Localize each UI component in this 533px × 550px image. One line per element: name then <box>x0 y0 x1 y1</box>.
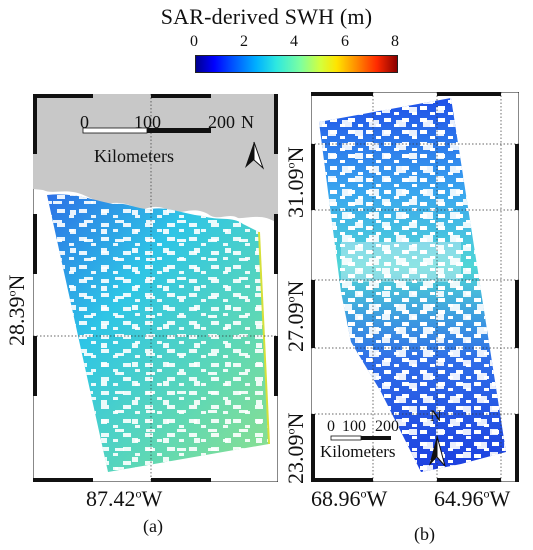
caption-a: (a) <box>143 516 163 536</box>
north-arrow-b <box>429 435 446 467</box>
colorbar <box>195 55 398 73</box>
scale-tick-b-100: 100 <box>342 418 366 435</box>
colorbar-tick-0: 0 <box>190 33 198 50</box>
scale-tick-a-100: 100 <box>134 112 161 132</box>
scale-tick-b-0: 0 <box>327 418 335 435</box>
caption-b: (b) <box>414 524 435 544</box>
colorbar-tick-8: 8 <box>391 33 399 50</box>
colorbar-tick-4: 4 <box>290 33 298 50</box>
scale-tick-a-0: 0 <box>80 112 89 132</box>
panel-a-map <box>33 94 278 482</box>
scale-tick-b-200: 200 <box>375 418 399 435</box>
lon-label-b-1: 68.96oW <box>311 486 388 511</box>
lat-label-a: 28.39oN <box>4 274 29 346</box>
colorbar-title: SAR-derived SWH (m) <box>160 4 373 29</box>
land-gulf-coast <box>33 94 278 224</box>
lon-label-a: 87.42oW <box>86 486 163 511</box>
scale-tick-a-200: 200 <box>208 112 235 132</box>
scale-bar-a <box>82 127 211 134</box>
scale-bar-b <box>330 435 391 441</box>
lat-label-b-1: 31.09oN <box>283 146 308 218</box>
north-arrow-a <box>245 141 265 170</box>
north-label-a: N <box>241 112 254 132</box>
panel-b-map <box>311 92 519 482</box>
lat-label-b-2: 27.09oN <box>283 280 308 352</box>
lon-label-b-2: 64.96oW <box>434 486 511 511</box>
colorbar-tick-2: 2 <box>240 33 248 50</box>
north-label-b: N <box>430 408 442 425</box>
colorbar-tick-6: 6 <box>341 33 349 50</box>
scale-unit-b: Kilometers <box>320 442 396 461</box>
scale-unit-a: Kilometers <box>94 146 174 166</box>
lat-label-b-3: 23.09oN <box>283 412 308 484</box>
